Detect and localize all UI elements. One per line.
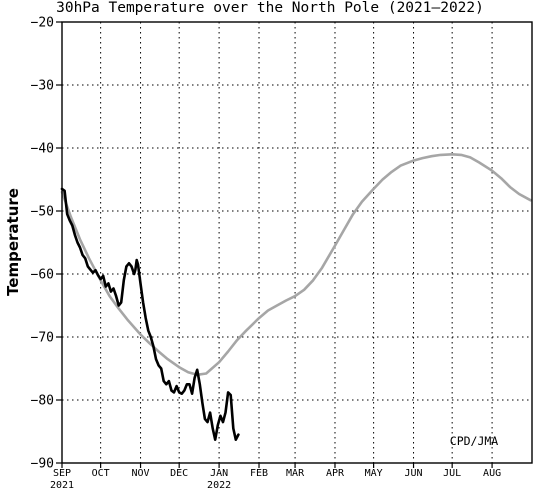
y-tick-label: −30 [31, 79, 54, 94]
x-tick-label: APR [326, 468, 345, 479]
observed-series-line [60, 187, 240, 441]
x-tick-label: MAY [365, 468, 383, 479]
x-tick-label: FEB [250, 468, 268, 479]
y-tick-label: −70 [31, 331, 54, 346]
plot-frame [61, 21, 533, 464]
y-tick-label: −80 [31, 394, 54, 409]
x-tick-label: MAR [286, 468, 305, 479]
y-tick-label: −40 [31, 142, 54, 157]
x-tick-label: DEC [170, 468, 188, 479]
x-year-label: 2022 [207, 480, 231, 491]
x-tick-label: JAN [210, 468, 228, 479]
y-tick-label: −20 [31, 16, 54, 31]
x-tick-label: OCT [92, 468, 110, 479]
chart-title: 30hPa Temperature over the North Pole (2… [56, 0, 484, 16]
x-tick-label: JUL [443, 468, 461, 479]
credit-annotation: CPD/JMA [450, 434, 499, 448]
series-lines [60, 153, 532, 441]
x-tick-label: JUN [405, 468, 423, 479]
x-tick-label: AUG [483, 468, 501, 479]
x-year-label: 2021 [50, 480, 74, 491]
y-tick-label: −90 [31, 457, 54, 472]
y-tick-label: −50 [31, 205, 54, 220]
y-axis: −90 −80 −70 −60 −50 −40 −30 −20 [31, 16, 62, 472]
climatology-series-line [60, 153, 532, 377]
y-tick-label: −60 [31, 268, 54, 283]
x-tick-label: SEP [53, 468, 71, 479]
y-axis-label: Temperature [4, 188, 22, 296]
gridlines [62, 22, 532, 463]
x-tick-label: NOV [132, 468, 150, 479]
